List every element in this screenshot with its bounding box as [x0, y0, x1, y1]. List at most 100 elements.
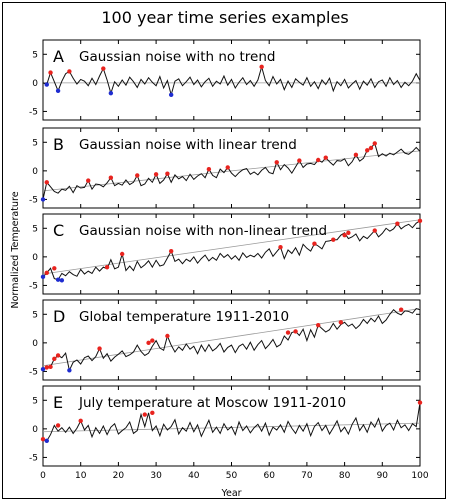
x-tick-label: 30	[150, 471, 162, 481]
record-high-point	[40, 436, 46, 442]
record-low-point	[55, 277, 61, 282]
record-high-point	[150, 410, 155, 416]
y-tick-label: -5	[29, 195, 38, 205]
record-high-point	[86, 178, 91, 183]
series-line-e	[42, 402, 421, 442]
panel-c: -5 0 5 C Gaussian noise with non-linear tren…	[29, 213, 423, 295]
record-high-point	[165, 333, 170, 339]
record-high-point	[44, 365, 49, 370]
x-tick-label: 90	[377, 471, 389, 481]
record-high-point	[55, 353, 61, 358]
record-high-point	[52, 266, 57, 271]
y-axis-label: Normalized Temperature	[10, 191, 21, 308]
panel-a: -5 0 5 A Gaussian noise with no trend	[29, 39, 421, 121]
trend-line	[42, 308, 421, 367]
record-high-point	[78, 418, 83, 424]
panel-e: -505 E July temperature at Moscow 1911-201…	[29, 385, 429, 481]
y-tick-label: 5	[32, 224, 38, 234]
record-high-point	[165, 171, 170, 176]
figure-title: 100 year time series examples	[101, 8, 349, 27]
record-low-point	[168, 92, 174, 98]
record-high-point	[44, 180, 49, 185]
panel-letter: D	[53, 307, 65, 326]
record-high-point	[316, 157, 321, 163]
x-tick-label: 100	[411, 471, 428, 481]
record-high-point	[225, 165, 230, 170]
record-high-point	[44, 270, 49, 276]
record-high-point	[52, 356, 57, 362]
record-high-point	[104, 264, 110, 270]
panel-title: Gaussian noise with non-linear trend	[79, 223, 327, 239]
y-tick-label: 0	[32, 79, 38, 89]
record-high-point	[316, 322, 321, 328]
panel-letter: C	[53, 221, 64, 240]
record-high-point	[353, 152, 359, 158]
y-tick-label: -5	[29, 453, 38, 463]
panel-d: -5 0 5 D Global temperature 1911-2010	[29, 299, 421, 381]
record-high-point	[297, 158, 302, 163]
record-high-point	[342, 232, 347, 238]
record-low-point	[55, 88, 61, 94]
y-tick-label: 5	[32, 310, 38, 320]
record-low-point	[40, 274, 46, 280]
panel-letter: B	[53, 135, 64, 154]
y-tick-label: 0	[32, 253, 38, 263]
y-tick-label: 0	[32, 425, 38, 435]
record-low-point	[59, 278, 65, 283]
record-high-point	[331, 237, 336, 242]
record-high-point	[153, 172, 159, 177]
record-high-point	[48, 70, 53, 75]
x-tick-label: 20	[113, 471, 125, 481]
x-tick-label: 50	[226, 471, 238, 481]
panel-title: Gaussian noise with linear trend	[79, 137, 297, 153]
record-high-point	[274, 160, 279, 165]
record-high-point	[372, 228, 377, 233]
record-high-point	[398, 307, 404, 312]
series-line-a	[42, 65, 421, 97]
y-tick-label: 5	[32, 50, 38, 60]
x-tick-label: 40	[188, 471, 200, 481]
record-high-point	[368, 145, 374, 151]
x-tick-label: 10	[75, 471, 87, 481]
record-high-point	[395, 221, 400, 226]
record-high-point	[312, 241, 317, 246]
record-low-point	[44, 438, 49, 444]
record-high-point	[150, 338, 155, 343]
record-high-point	[285, 330, 291, 335]
record-high-point	[206, 166, 212, 172]
record-high-point	[417, 400, 423, 405]
x-tick-label: 60	[263, 471, 275, 481]
record-high-point	[168, 248, 174, 254]
panel-letter: A	[53, 47, 64, 66]
y-tick-label: -5	[29, 367, 38, 377]
record-high-point	[259, 64, 264, 70]
record-high-point	[48, 364, 53, 370]
y-tick-label: 0	[32, 339, 38, 349]
y-tick-label: 0	[32, 167, 38, 177]
series-line-d	[42, 307, 421, 372]
panel-frame	[42, 127, 421, 209]
panel-title: July temperature at Moscow 1911-2010	[78, 395, 346, 411]
panel-b: -5 0 5 B Gaussian noise with linear trend	[29, 127, 421, 209]
y-tick-label: 5	[32, 138, 38, 148]
y-tick-label: -5	[29, 107, 38, 117]
x-tick-label: 0	[40, 471, 46, 481]
record-low-point	[40, 197, 46, 202]
record-high-point	[365, 148, 370, 153]
record-high-point	[323, 155, 328, 160]
panel-title: Global temperature 1911-2010	[79, 309, 289, 325]
x-axis-label: Year	[220, 488, 241, 499]
record-high-point	[135, 173, 140, 178]
x-tick-label: 80	[339, 471, 351, 481]
record-high-point	[372, 141, 377, 146]
trend-line	[42, 219, 421, 275]
record-high-point	[417, 218, 423, 224]
record-high-point	[55, 423, 61, 428]
record-low-point	[108, 90, 114, 96]
y-tick-label: 5	[32, 396, 38, 406]
series-line-b	[42, 142, 421, 200]
record-high-point	[67, 69, 72, 74]
panel-letter: E	[53, 393, 63, 412]
record-high-point	[146, 340, 151, 346]
